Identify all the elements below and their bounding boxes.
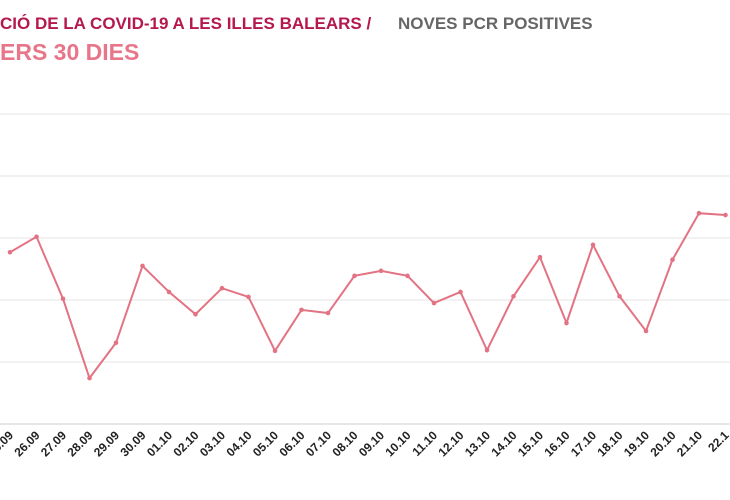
x-tick-label: 04.10 xyxy=(223,428,254,459)
x-tick-label: 08.10 xyxy=(329,428,360,459)
point xyxy=(246,294,251,300)
point xyxy=(378,268,384,274)
x-tick-label: 13.10 xyxy=(462,428,493,459)
point xyxy=(325,310,331,316)
point xyxy=(219,285,225,291)
point xyxy=(60,296,66,302)
point xyxy=(511,293,516,299)
point xyxy=(7,249,13,255)
x-tick-label: 11.10 xyxy=(409,428,440,459)
point xyxy=(458,289,463,295)
x-tick-label: 09.10 xyxy=(356,428,387,459)
chart-title: CIÓ DE LA COVID-19 A LES ILLES BALEARS / xyxy=(0,14,371,33)
x-tick-label: 19.10 xyxy=(621,428,652,459)
point xyxy=(113,340,119,346)
point xyxy=(166,289,172,295)
x-tick-label: 12.10 xyxy=(435,428,466,459)
x-tick-label: 22.1 xyxy=(705,428,730,455)
x-tick-label: 17.10 xyxy=(568,428,599,459)
point xyxy=(643,328,649,334)
x-tick-label: 06.10 xyxy=(276,428,307,459)
x-tick-label: 29.09 xyxy=(91,428,122,459)
point xyxy=(617,293,622,299)
point xyxy=(87,375,92,381)
x-tick-label: 14.10 xyxy=(488,428,519,459)
x-tick-label: 28.09 xyxy=(64,428,95,459)
point xyxy=(590,242,596,248)
point xyxy=(564,320,569,326)
chart-title-suffix: NOVES PCR POSITIVES xyxy=(398,14,593,33)
x-tick-label: 10.10 xyxy=(382,428,413,459)
x-tick-label: 20.10 xyxy=(647,428,678,459)
x-tick-label: 03.10 xyxy=(197,428,228,459)
chart-subtitle: ERS 30 DIES xyxy=(0,39,139,65)
x-tick-label: 05.10 xyxy=(250,428,281,459)
point xyxy=(723,212,728,218)
x-tick-label: 26.09 xyxy=(11,428,42,459)
point xyxy=(352,273,357,279)
point xyxy=(272,348,278,354)
point xyxy=(696,210,702,216)
x-tick-label: 01.10 xyxy=(144,428,175,459)
x-tick-label: 07.10 xyxy=(303,428,334,459)
x-tick-label: 02.10 xyxy=(170,428,201,459)
x-tick-label: 15.10 xyxy=(515,428,546,459)
x-tick-label: 21.10 xyxy=(674,428,705,459)
point xyxy=(140,263,145,269)
point xyxy=(299,307,304,313)
point xyxy=(670,257,675,263)
plot xyxy=(7,210,728,381)
point xyxy=(537,254,543,260)
x-tick-label: 16.10 xyxy=(541,428,572,459)
point xyxy=(193,311,198,317)
point xyxy=(431,300,437,306)
grid xyxy=(0,113,730,425)
line xyxy=(9,212,726,381)
point xyxy=(34,234,39,240)
x-tick-label: 30.09 xyxy=(117,428,148,459)
x-tick-label: 18.10 xyxy=(594,428,625,459)
point xyxy=(405,273,410,279)
point xyxy=(484,347,490,353)
x-tick-label: 27.09 xyxy=(38,428,69,459)
